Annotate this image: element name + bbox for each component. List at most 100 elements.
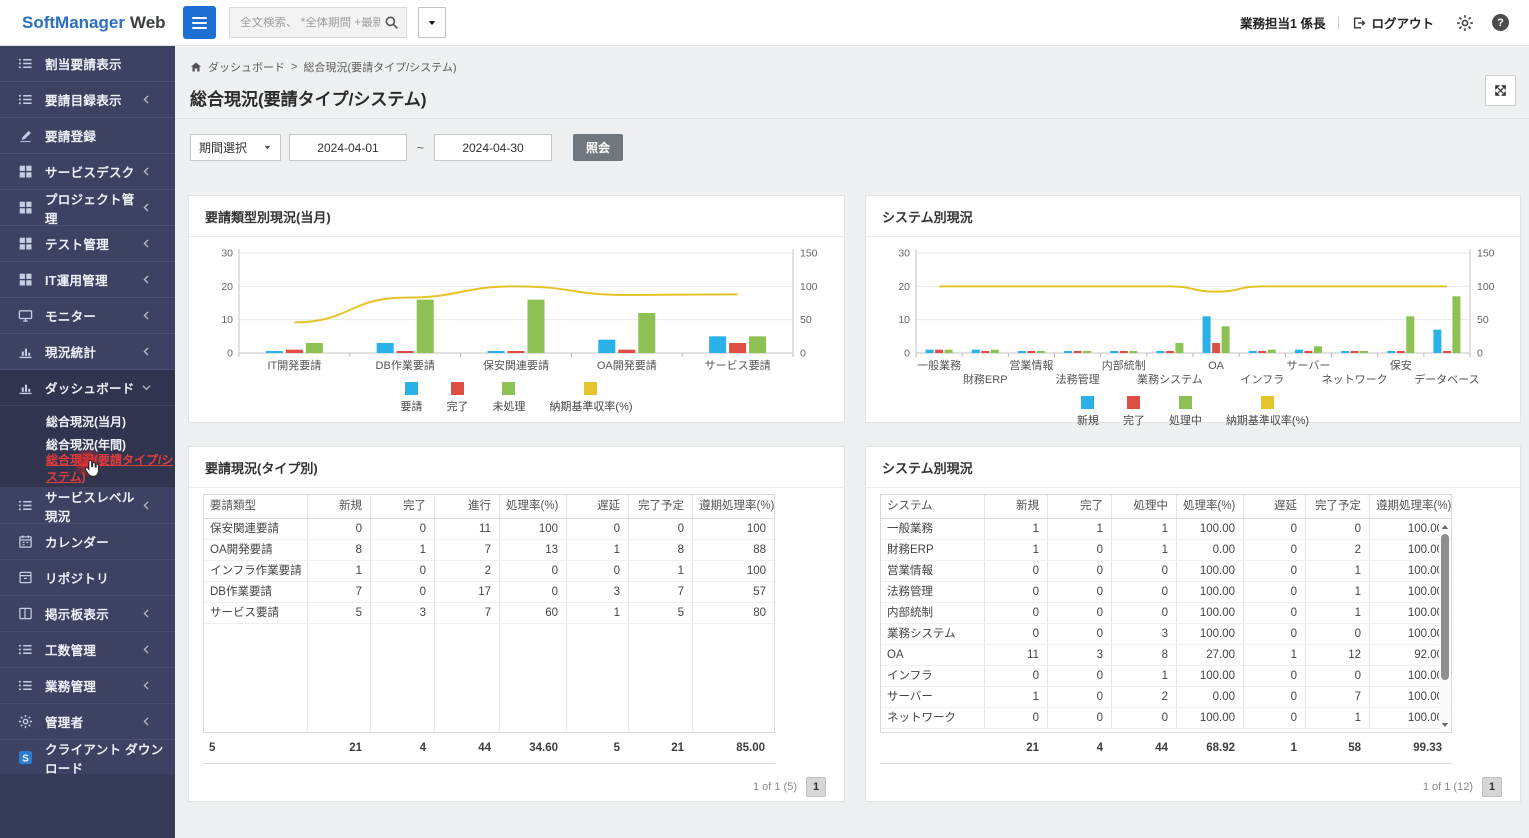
system-table: システム新規完了処理中処理率(%)遅延完了予定遵期処理率(%)一般業務11110… [880, 494, 1506, 764]
svg-text:S: S [22, 753, 29, 764]
sidebar-item-17[interactable]: Sクライアント ダウンロード [0, 740, 175, 776]
table-cell: 21 [307, 733, 370, 763]
sidebar-item-2[interactable]: 要請登録 [0, 118, 175, 154]
divider [1338, 16, 1339, 30]
table-cell: 0 [1112, 603, 1177, 623]
table-cell: 99.33 [1369, 733, 1450, 763]
date-from-input[interactable] [289, 134, 407, 161]
table-row: 法務管理000100.0001100.00 [881, 582, 1451, 603]
monitor-icon [18, 308, 33, 323]
pagination: 1 of 1 (5) 1 [203, 777, 830, 797]
table-cell: 21 [984, 733, 1047, 763]
search-icon[interactable] [384, 15, 399, 30]
global-search [229, 7, 407, 38]
sidebar-item-label: 業務管理 [45, 676, 141, 695]
sidebar-subitem-2-active[interactable]: 総合現況(要請タイプ/システム) [0, 456, 175, 479]
query-button[interactable]: 照会 [573, 134, 623, 161]
sidebar-item-label: IT運用管理 [45, 270, 141, 289]
legend-label: 処理中 [1169, 412, 1202, 428]
page-1-button[interactable]: 1 [806, 777, 826, 797]
settings-gear-icon[interactable] [1456, 14, 1474, 32]
sidebar-item-10[interactable]: サービスレベル現況 [0, 488, 175, 524]
home-icon[interactable] [190, 61, 202, 73]
table-cell: 0 [985, 666, 1048, 686]
chevron-left-icon [141, 202, 152, 213]
sidebar-item-12[interactable]: リポジトリ [0, 560, 175, 596]
sidebar-item-11[interactable]: カレンダー [0, 524, 175, 560]
sidebar-subitem-0[interactable]: 総合現況(当月) [0, 410, 175, 433]
table-cell: 5 [566, 733, 628, 763]
table-cell: 1 [1306, 582, 1370, 602]
expand-button[interactable] [1485, 75, 1516, 106]
table-cell: 1 [308, 561, 371, 581]
sidebar-item-9[interactable]: ダッシュボード [0, 370, 175, 406]
svg-text:法務管理: 法務管理 [1056, 372, 1100, 386]
sidebar-item-label: 要請目録表示 [45, 90, 141, 109]
grid-icon [18, 164, 33, 179]
page-1-button[interactable]: 1 [1482, 777, 1502, 797]
table-cell: 7 [308, 582, 371, 602]
scrollbar-thumb[interactable] [1441, 534, 1449, 680]
table-cell: 0 [1244, 708, 1306, 728]
chevron-left-icon [141, 310, 152, 321]
table-header-cell: 処理率(%) [500, 495, 567, 518]
scroll-up-arrow[interactable] [1439, 521, 1450, 532]
table-cell: 88 [693, 540, 774, 560]
sidebar-item-14[interactable]: 工数管理 [0, 632, 175, 668]
table-cell: 0 [985, 582, 1048, 602]
svg-text:ネットワーク: ネットワーク [1322, 373, 1388, 386]
page-title: 総合現況(要請タイプ/システム) [190, 85, 1515, 110]
svg-text:100: 100 [1477, 281, 1495, 293]
table-cell: 0 [567, 561, 629, 581]
app-logo: SoftManagerWeb [0, 13, 176, 33]
sidebar-item-0[interactable]: 割当要請表示 [0, 46, 175, 82]
table-header-cell: 遵期処理率(%) [693, 495, 774, 518]
table-cell: 一般業務 [881, 519, 985, 539]
table-cell: 11 [435, 519, 500, 539]
logout-button[interactable]: ログアウト [1352, 13, 1434, 32]
menu-toggle-button[interactable] [183, 6, 216, 39]
help-icon[interactable]: ? [1492, 14, 1509, 31]
table-header-cell: 完了予定 [629, 495, 693, 518]
table-cell: 0 [1112, 708, 1177, 728]
table-cell: 1 [1306, 561, 1370, 581]
table-row: DB作業要請701703757 [204, 582, 774, 603]
sidebar-item-label: サービスレベル現況 [45, 487, 141, 525]
logo-primary: SoftManager [22, 13, 125, 32]
table-cell: 100.00 [1177, 666, 1244, 686]
table-row: 業務システム003100.0000100.00 [881, 624, 1451, 645]
sidebar-item-3[interactable]: サービスデスク [0, 154, 175, 190]
sidebar-item-1[interactable]: 要請目録表示 [0, 82, 175, 118]
sidebar-item-7[interactable]: モニター [0, 298, 175, 334]
table-cell: 0 [1244, 561, 1306, 581]
svg-text:インフラ: インフラ [1240, 374, 1284, 386]
scroll-down-arrow[interactable] [1439, 719, 1450, 730]
search-input[interactable] [240, 17, 380, 29]
table-cell: 57 [693, 582, 774, 602]
table-cell: 0 [1306, 519, 1370, 539]
table-cell: 1 [629, 561, 693, 581]
table-cell: インフラ作業要請 [204, 561, 308, 581]
table-cell: 0 [500, 561, 567, 581]
table-cell: 21 [628, 733, 692, 763]
search-options-dropdown[interactable] [418, 7, 446, 38]
sidebar-item-16[interactable]: 管理者 [0, 704, 175, 740]
period-select[interactable]: 期間選択 [190, 134, 281, 161]
table-scrollbar[interactable] [1439, 520, 1450, 731]
table-header-cell: 遅延 [1244, 495, 1306, 518]
grid-icon [18, 200, 33, 215]
table-cell: 85.00 [692, 733, 773, 763]
table-cell: 0 [629, 519, 693, 539]
sidebar-item-6[interactable]: IT運用管理 [0, 262, 175, 298]
date-to-input[interactable] [434, 134, 552, 161]
table-cell: OA [881, 645, 985, 665]
svg-text:30: 30 [221, 248, 233, 260]
sidebar-item-4[interactable]: プロジェクト管理 [0, 190, 175, 226]
sidebar-item-8[interactable]: 現況統計 [0, 334, 175, 370]
table-row: サーバー1020.0007100.00 [881, 687, 1451, 708]
sidebar-item-13[interactable]: 掲示板表示 [0, 596, 175, 632]
legend-swatch [1081, 396, 1094, 409]
sidebar-item-15[interactable]: 業務管理 [0, 668, 175, 704]
breadcrumb-dashboard[interactable]: ダッシュボード [208, 59, 285, 75]
sidebar-item-5[interactable]: テスト管理 [0, 226, 175, 262]
